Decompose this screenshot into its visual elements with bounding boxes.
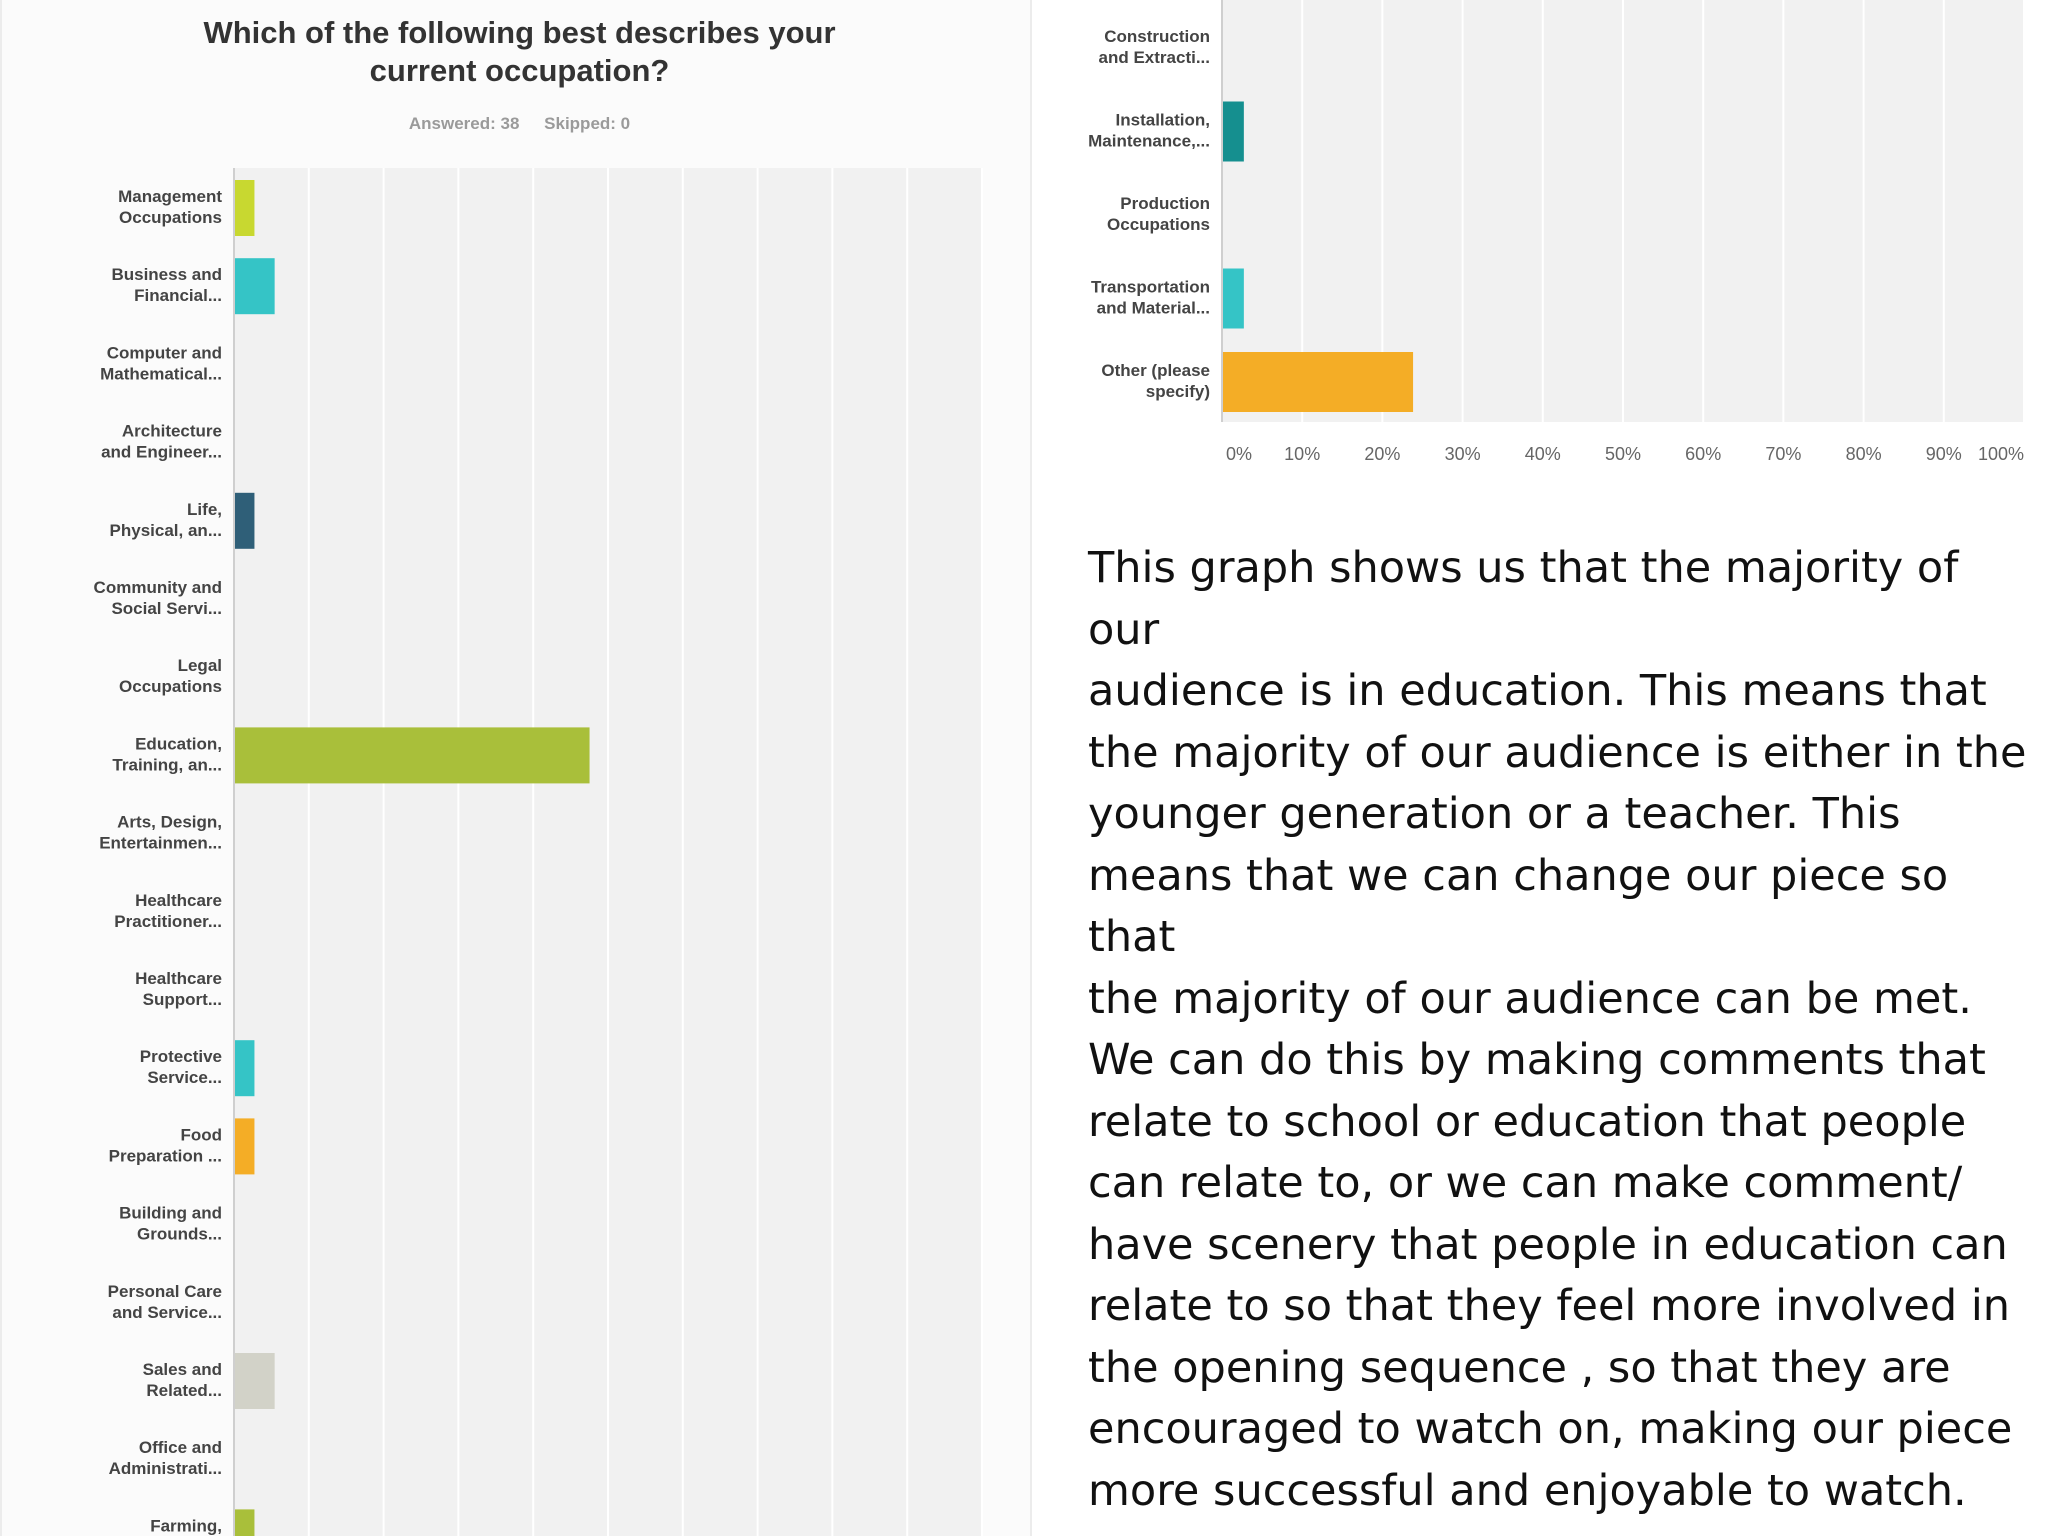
category-label: Personal Care and Service... <box>108 1282 222 1322</box>
category-label: Production Occupations <box>1107 194 1210 234</box>
category-label: Arts, Design, Entertainmen... <box>99 813 222 853</box>
skipped-count: Skipped: 0 <box>544 114 631 133</box>
response-stats: Answered: 38 Skipped: 0 <box>152 114 887 134</box>
analysis-line: relate to so that they feel more involve… <box>1088 1281 2011 1331</box>
x-tick-label: 70% <box>1765 444 1801 464</box>
bar <box>235 492 255 549</box>
bar <box>1223 352 1414 412</box>
right-chart-panel: Construction and Extracti... Installation,… <box>1045 0 2048 470</box>
analysis-line: We can do this by making comments that <box>1088 1035 1986 1085</box>
x-tick-label: 100% <box>1978 444 2024 464</box>
analysis-line: can relate to, or we can make comment/ <box>1088 1158 1963 1208</box>
category-label: Building and Grounds... <box>119 1204 222 1244</box>
analysis-line: the majority of our audience can be met. <box>1088 973 1972 1024</box>
x-tick-label: 90% <box>1926 444 1962 464</box>
bar <box>1223 101 1244 162</box>
category-label: Management Occupations <box>118 187 222 227</box>
bar <box>235 727 590 784</box>
category-label: Community and Social Servi... <box>94 578 222 618</box>
category-label: Business and Financial... <box>111 265 222 305</box>
analysis-line: more successful and enjoyable to watch. <box>1088 1465 1967 1516</box>
category-label: Food Preparation ... <box>109 1125 222 1165</box>
category-label: Computer and Mathematical... <box>100 343 222 383</box>
analysis-text: This graph shows us that the majority of… <box>1088 538 2028 1522</box>
bar <box>235 1040 255 1097</box>
category-label: Healthcare Practitioner... <box>114 891 222 931</box>
analysis-line: audience is in education. This means tha… <box>1088 666 1987 716</box>
category-label: Sales and Related... <box>143 1360 222 1400</box>
bar <box>235 1353 275 1409</box>
bar <box>1223 268 1244 329</box>
category-label: Life, Physical, an... <box>110 500 222 540</box>
x-tick-label: 20% <box>1364 444 1400 464</box>
category-label: Installation, Maintenance,... <box>1088 111 1210 151</box>
bar <box>235 180 255 236</box>
x-tick-label: 50% <box>1605 444 1641 464</box>
category-label: Other (please specify) <box>1101 361 1210 401</box>
category-label: Architecture and Engineer... <box>101 422 222 462</box>
bar <box>235 1509 255 1536</box>
x-tick-label: 30% <box>1445 444 1481 464</box>
analysis-line: relate to school or education that peopl… <box>1088 1096 1967 1147</box>
category-label: Farming, <box>150 1516 222 1535</box>
category-label: Office and Administrati... <box>109 1438 222 1478</box>
left-chart-panel: Which of the following best describes yo… <box>0 0 1032 1536</box>
bar <box>235 258 275 315</box>
category-label: Transportation and Material... <box>1091 278 1210 318</box>
category-label: Education, Training, an... <box>112 734 222 774</box>
x-tick-label: 0% <box>1226 444 1252 464</box>
answered-count: Answered: 38 <box>408 114 520 133</box>
category-label: Protective Service... <box>140 1047 222 1087</box>
analysis-line: This graph shows us that the majority of… <box>1088 543 1959 655</box>
category-label: Construction and Extracti... <box>1099 27 1210 67</box>
x-tick-label: 80% <box>1846 444 1882 464</box>
x-tick-label: 40% <box>1525 444 1561 464</box>
analysis-line: the majority of our audience is either i… <box>1088 727 2027 778</box>
analysis-line: encouraged to watch on, making our piece <box>1088 1404 2013 1454</box>
bar <box>235 1118 255 1175</box>
category-label: Legal Occupations <box>119 656 222 696</box>
occupation-bar-chart-left: Management Occupations Business and Financi… <box>94 168 983 1536</box>
analysis-line: have scenery that people in education ca… <box>1088 1219 2008 1270</box>
analysis-line: younger generation or a teacher. This <box>1088 789 1901 839</box>
category-label: Healthcare Support... <box>135 969 222 1009</box>
chart-title: Which of the following best describes yo… <box>203 15 836 88</box>
x-tick-label: 60% <box>1685 444 1721 464</box>
analysis-line: the opening sequence , so that they are <box>1088 1342 1951 1393</box>
occupation-bar-chart-right: Construction and Extracti... Installation,… <box>1088 0 2025 464</box>
analysis-line: means that we can change our piece so th… <box>1088 850 1949 963</box>
x-tick-label: 10% <box>1284 444 1320 464</box>
